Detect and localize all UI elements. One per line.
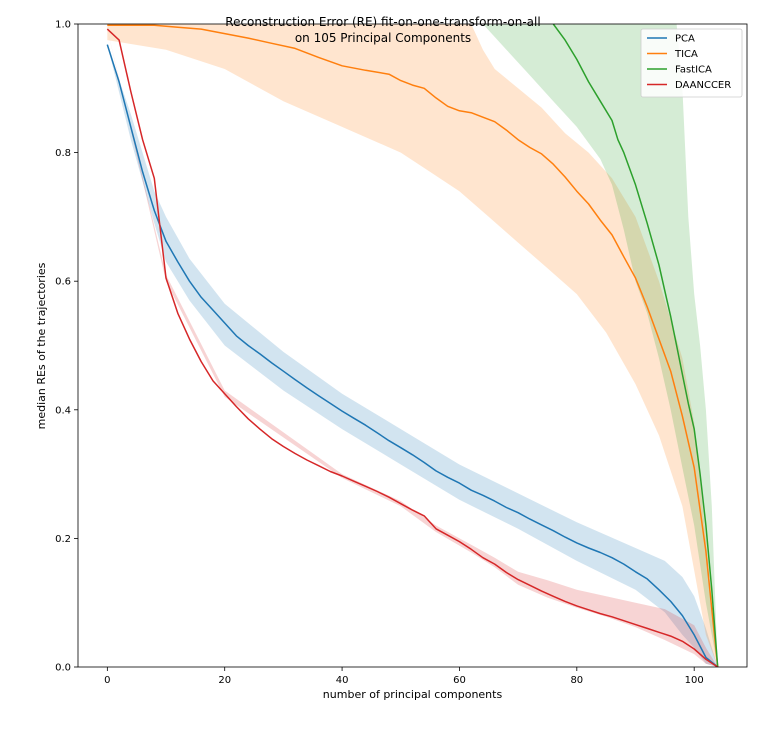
- x-axis-label: number of principal components: [323, 688, 503, 701]
- y-tick-label: 0.2: [55, 534, 71, 545]
- legend-box: [640, 28, 743, 98]
- plot-area: 0 20 40 60 80 100 0.0 0.2 0.4 0.6 0.8 1.0: [55, 20, 748, 686]
- series-line-tica: [107, 24, 719, 667]
- axes-frame: [77, 23, 748, 668]
- x-tick-label: 0: [104, 675, 110, 686]
- y-tick-label: 0.0: [55, 663, 71, 674]
- x-tick-label: 100: [685, 675, 704, 686]
- legend-label-tica: TICA: [674, 49, 698, 60]
- legend-label-fastica: FastICA: [675, 65, 712, 76]
- legend: PCA TICA FastICA DAANCCER: [640, 28, 743, 98]
- x-tick-label: 80: [570, 675, 583, 686]
- lines-layer: [106, 24, 719, 667]
- y-axis-label: median REs of the trajectories: [35, 262, 48, 429]
- series-line-daanccer: [106, 28, 719, 667]
- y-tick-label: 0.8: [55, 148, 71, 159]
- x-tick-label: 60: [453, 675, 466, 686]
- series-line-pca: [106, 44, 719, 667]
- legend-label-pca: PCA: [675, 34, 695, 45]
- series-line-fastica: [552, 24, 719, 667]
- y-tick-label: 0.6: [55, 277, 71, 288]
- bands-layer: [107, 24, 718, 667]
- x-tick-label: 20: [218, 675, 231, 686]
- chart-title-line-1: Reconstruction Error (RE) fit-on-one-tra…: [225, 15, 540, 29]
- y-tick-label: 1.0: [55, 20, 71, 31]
- band-pca: [107, 44, 718, 667]
- chart-title-line-2: on 105 Principal Components: [295, 31, 471, 45]
- legend-label-daanccer: DAANCCER: [675, 80, 731, 91]
- band-fastica: [482, 24, 718, 667]
- x-tick-label: 40: [336, 675, 349, 686]
- y-tick-label: 0.4: [55, 405, 71, 416]
- band-tica: [107, 24, 718, 667]
